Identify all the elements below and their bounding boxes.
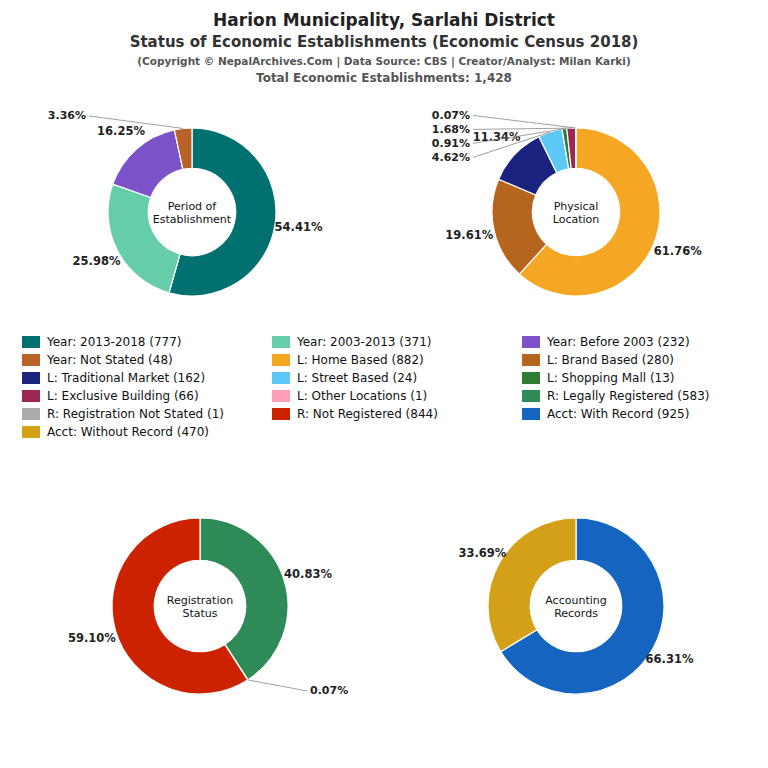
donut-title: PhysicalLocation <box>553 200 600 226</box>
leader-line <box>473 132 550 157</box>
legend-label: R: Legally Registered (583) <box>547 389 709 403</box>
legend-label: Year: 2013-2018 (777) <box>46 335 182 349</box>
data-label: 1.68% <box>432 123 470 136</box>
donut-slice <box>575 128 577 168</box>
legend-label: Acct: Without Record (470) <box>47 425 209 439</box>
legend-label: L: Shopping Mall (13) <box>547 371 675 385</box>
data-label: 33.69% <box>458 546 506 560</box>
donut-title-line: Status <box>182 607 217 620</box>
subtitle: Status of Economic Establishments (Econo… <box>130 33 639 51</box>
legend-swatch <box>22 426 40 438</box>
legend-label: L: Other Locations (1) <box>297 389 427 403</box>
donut-title: AccountingRecords <box>545 594 606 620</box>
legend-swatch <box>522 354 540 366</box>
annotation: (Copyright © NepalArchives.Com | Data So… <box>137 55 630 68</box>
legend-swatch <box>272 372 290 384</box>
donut-title-line: Physical <box>554 200 599 213</box>
donut-title-line: Registration <box>167 594 233 607</box>
legend-swatch <box>272 336 290 348</box>
legend-swatch <box>22 336 40 348</box>
donut-title: RegistrationStatus <box>167 594 233 620</box>
annotation: Total Economic Establishments: 1,428 <box>256 71 512 85</box>
legend-label: L: Brand Based (280) <box>547 353 674 367</box>
legend-swatch <box>22 372 40 384</box>
legend-swatch <box>522 336 540 348</box>
donut-slice <box>488 518 576 652</box>
data-label: 66.31% <box>646 652 694 666</box>
data-label: 40.83% <box>284 567 332 581</box>
leader-line <box>248 680 307 691</box>
legend: Year: 2013-2018 (777) Year: 2003-2013 (37… <box>22 335 709 439</box>
legend-swatch <box>272 408 290 420</box>
donut-chart <box>108 128 276 296</box>
data-label: 25.98% <box>73 254 121 268</box>
data-label: 19.61% <box>445 228 493 242</box>
donut-slice <box>174 128 192 169</box>
data-label: 54.41% <box>275 220 323 234</box>
legend-label: Year: 2003-2013 (371) <box>296 335 432 349</box>
legend-label: Year: Not Stated (48) <box>46 353 173 367</box>
donut-chart <box>492 128 660 296</box>
donut-title: Period ofEstablishment <box>153 200 232 226</box>
data-label: 59.10% <box>68 631 116 645</box>
donut-slice <box>567 128 576 169</box>
data-label: 0.07% <box>432 109 470 122</box>
leader-line <box>473 129 564 144</box>
legend-label: L: Traditional Market (162) <box>47 371 205 385</box>
leader-line <box>89 116 183 129</box>
legend-label: R: Not Registered (844) <box>297 407 438 421</box>
title: Harion Municipality, Sarlahi District <box>213 10 555 30</box>
legend-swatch <box>272 354 290 366</box>
donut-slice <box>112 518 248 694</box>
data-label: 3.36% <box>48 109 86 122</box>
legend-swatch <box>522 390 540 402</box>
donut-title-line: Location <box>553 213 600 226</box>
data-label: 61.76% <box>654 244 702 258</box>
donut-slice <box>113 130 183 198</box>
legend-label: Acct: With Record (925) <box>547 407 689 421</box>
donut-chart <box>488 518 664 694</box>
legend-label: Year: Before 2003 (232) <box>546 335 690 349</box>
legend-label: L: Street Based (24) <box>297 371 417 385</box>
legend-label: L: Exclusive Building (66) <box>47 389 199 403</box>
data-label: 0.91% <box>432 137 470 150</box>
leader-line <box>473 115 576 128</box>
donut-title-line: Records <box>554 607 598 620</box>
legend-swatch <box>22 390 40 402</box>
legend-label: R: Registration Not Stated (1) <box>47 407 224 421</box>
donut-chart <box>112 518 288 694</box>
legend-swatch <box>22 408 40 420</box>
leader-line <box>473 128 571 129</box>
donut-title-line: Accounting <box>545 594 606 607</box>
legend-swatch <box>272 390 290 402</box>
data-label: 4.62% <box>432 151 470 164</box>
legend-swatch <box>22 354 40 366</box>
legend-swatch <box>522 372 540 384</box>
background <box>0 0 768 768</box>
donut-title-line: Period of <box>168 200 218 213</box>
donut-title-line: Establishment <box>153 213 232 226</box>
data-label: 0.07% <box>310 684 348 697</box>
donut-slice <box>492 179 547 274</box>
data-label: 16.25% <box>97 124 145 138</box>
legend-label: L: Home Based (882) <box>297 353 424 367</box>
legend-swatch <box>522 408 540 420</box>
chart-root: Harion Municipality, Sarlahi District Sta… <box>0 0 768 768</box>
